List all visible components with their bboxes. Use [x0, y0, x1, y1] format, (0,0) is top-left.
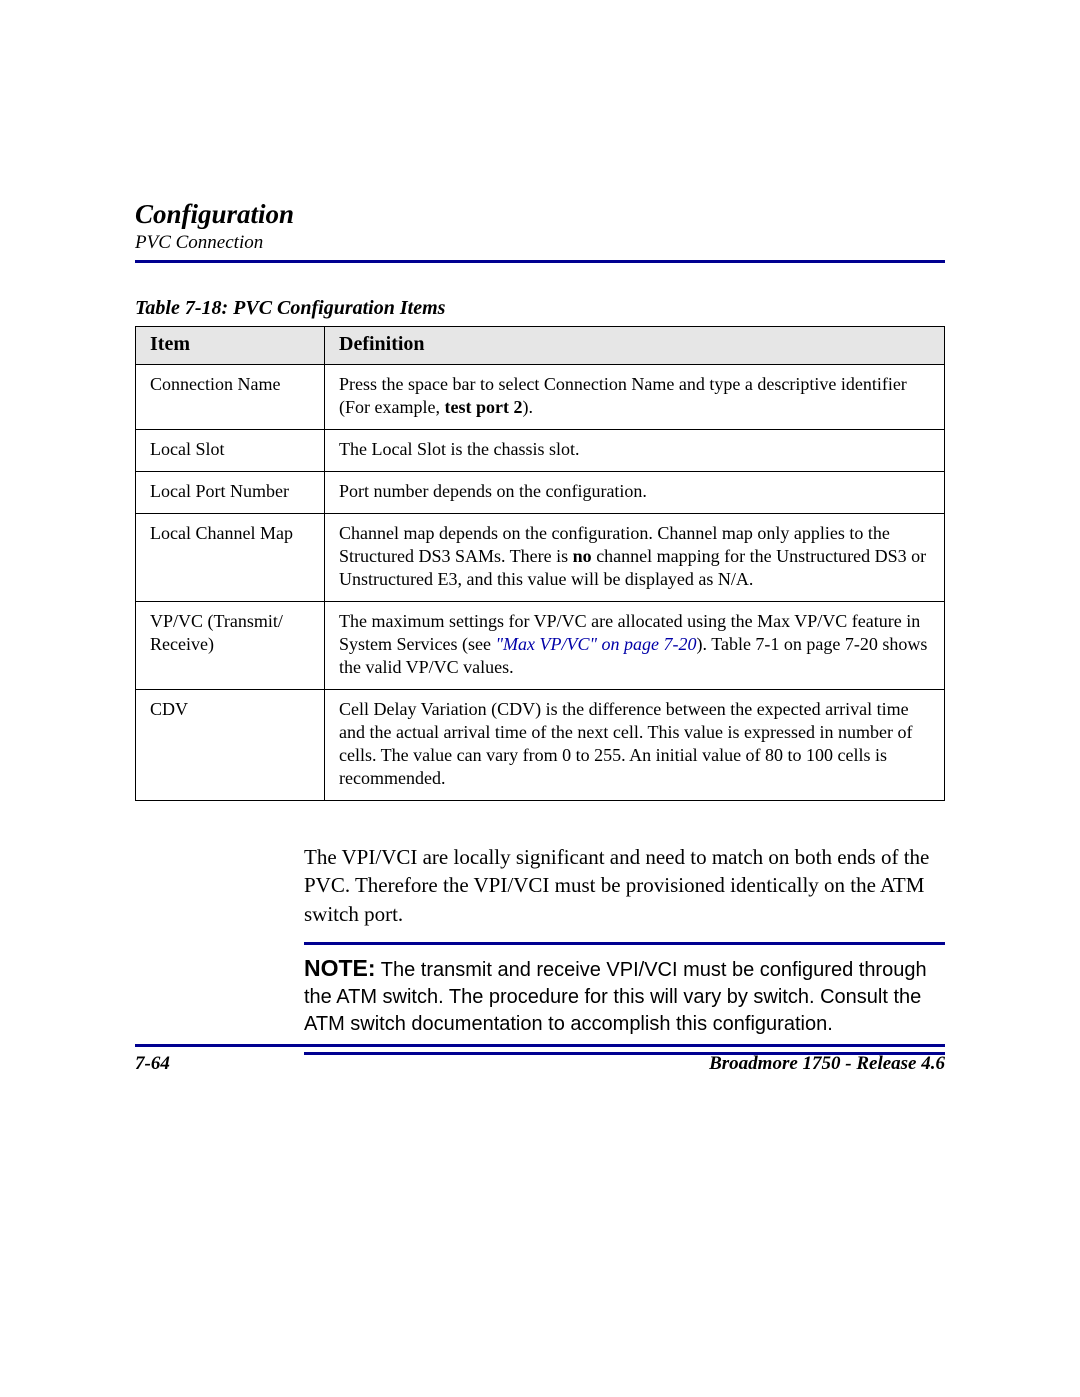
note-block: NOTE: The transmit and receive VPI/VCI m… — [304, 953, 945, 1038]
page: Configuration PVC Connection Table 7-18:… — [0, 0, 1080, 1397]
page-number: 7-64 — [135, 1053, 170, 1075]
cell-item: Local Channel Map — [136, 513, 325, 601]
table-row: Local Channel Map Channel map depends on… — [136, 513, 945, 601]
cell-item: Connection Name — [136, 364, 325, 429]
table-row: Connection Name Press the space bar to s… — [136, 364, 945, 429]
col-item: Item — [136, 326, 325, 364]
cell-item: VP/VC (Transmit/ Receive) — [136, 601, 325, 689]
table-row: Local Slot The Local Slot is the chassis… — [136, 429, 945, 471]
cell-definition: Press the space bar to select Connection… — [325, 364, 945, 429]
col-definition: Definition — [325, 326, 945, 364]
table-row: CDV Cell Delay Variation (CDV) is the di… — [136, 690, 945, 801]
bold-text: no — [573, 546, 592, 566]
header-rule — [135, 260, 945, 263]
cell-definition: The maximum settings for VP/VC are alloc… — [325, 601, 945, 689]
cell-definition: Port number depends on the configuration… — [325, 471, 945, 513]
body-paragraph: The VPI/VCI are locally significant and … — [304, 843, 945, 928]
note-label: NOTE: — [304, 955, 376, 981]
bold-text: test port 2 — [444, 397, 522, 417]
page-header: Configuration PVC Connection — [135, 200, 945, 263]
footer-rule — [135, 1044, 945, 1047]
product-release: Broadmore 1750 - Release 4.6 — [709, 1053, 945, 1075]
section-title: Configuration — [135, 200, 945, 230]
table-row: Local Port Number Port number depends on… — [136, 471, 945, 513]
note-top-rule — [304, 942, 945, 945]
text: Press the space bar to select Connection… — [339, 374, 907, 417]
table-caption: Table 7-18: PVC Configuration Items — [135, 297, 945, 320]
cell-definition: Cell Delay Variation (CDV) is the differ… — [325, 690, 945, 801]
cell-definition: The Local Slot is the chassis slot. — [325, 429, 945, 471]
cell-item: CDV — [136, 690, 325, 801]
cell-item: Local Port Number — [136, 471, 325, 513]
cell-item: Local Slot — [136, 429, 325, 471]
section-subtitle: PVC Connection — [135, 232, 945, 254]
cross-reference-link[interactable]: "Max VP/VC" on page 7-20 — [495, 634, 696, 654]
note-text: The transmit and receive VPI/VCI must be… — [304, 959, 927, 1035]
cell-definition: Channel map depends on the configuration… — [325, 513, 945, 601]
config-table: Item Definition Connection Name Press th… — [135, 326, 945, 801]
table-row: VP/VC (Transmit/ Receive) The maximum se… — [136, 601, 945, 689]
text: ). — [522, 397, 533, 417]
table-header-row: Item Definition — [136, 326, 945, 364]
page-footer: 7-64 Broadmore 1750 - Release 4.6 — [135, 1044, 945, 1075]
